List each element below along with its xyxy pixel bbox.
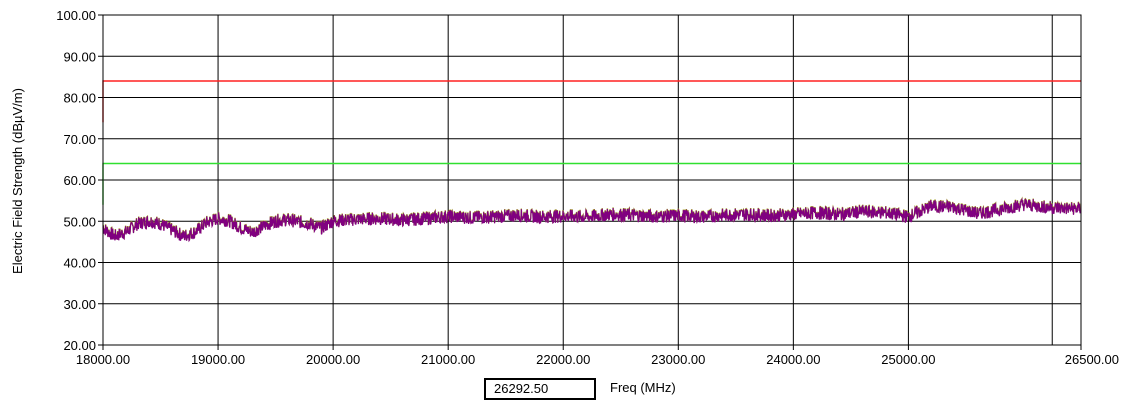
x-tick-label: 20000.00: [306, 352, 360, 367]
axis-layer: 20.00 30.00 40.00 50.00 60.00 70.00 80.00 90.00…: [56, 8, 1119, 367]
x-tick-label: 24000.00: [766, 352, 820, 367]
y-tick-label: 50.00: [63, 214, 96, 229]
y-tick-label: 90.00: [63, 49, 96, 64]
y-axis-label: Electric Field Strength (dBµV/m): [10, 88, 25, 274]
y-tick-label: 100.00: [56, 8, 96, 23]
x-tick-label: 19000.00: [191, 352, 245, 367]
y-tick-label: 20.00: [63, 338, 96, 353]
series-layer: [102, 80, 1082, 243]
x-tick-label: 21000.00: [421, 352, 475, 367]
x-axis-label: Freq (MHz): [610, 380, 676, 395]
y-tick-label: 70.00: [63, 132, 96, 147]
y-tick-label: 30.00: [63, 297, 96, 312]
y-tick-label: 80.00: [63, 91, 96, 106]
limit-line: [102, 80, 1081, 123]
y-tick-label: 60.00: [63, 173, 96, 188]
y-tick-label: 40.00: [63, 256, 96, 271]
x-tick-label: 23000.00: [651, 352, 705, 367]
measurement-trace: [102, 197, 1082, 243]
limit-line: [102, 162, 1081, 205]
grid-layer: [102, 14, 1082, 346]
x-tick-label: 26500.00: [1065, 352, 1119, 367]
x-tick-label: 22000.00: [536, 352, 590, 367]
cursor-frequency-readout[interactable]: 26292.50: [484, 378, 596, 400]
x-tick-label: 25000.00: [881, 352, 935, 367]
x-tick-label: 18000.00: [76, 352, 130, 367]
